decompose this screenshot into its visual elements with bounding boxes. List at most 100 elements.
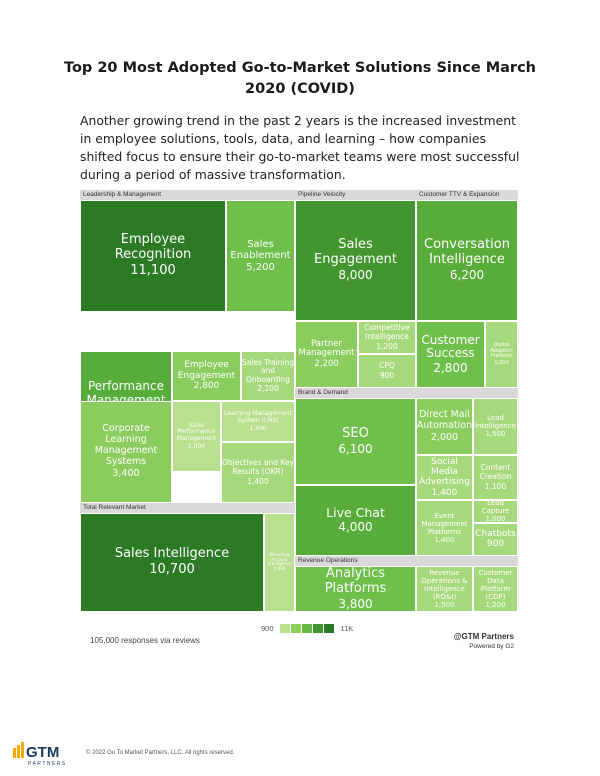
tile-name: Digital Adoption Platform xyxy=(490,341,513,360)
logo-bar-icon xyxy=(13,748,16,758)
tile-name: Marketing Account Intelligence xyxy=(267,552,292,567)
tile-name: Lead Capture xyxy=(481,500,510,516)
tile-value: 3,400 xyxy=(112,468,140,480)
treemap-tile[interactable]: Learning Management System (LMS) 1,500 xyxy=(221,401,295,442)
copyright: © 2022 Go To Market Partners, LLC. All r… xyxy=(86,750,235,756)
tile-value: 2,200 xyxy=(257,384,279,394)
tile-value: 1,500 xyxy=(434,600,455,609)
tile-name: Objectives and Key Results (OKR) xyxy=(222,458,294,476)
legend-max-label: 11K xyxy=(340,623,354,633)
tile-name: Content Creation xyxy=(479,463,512,481)
responses-footnote: 105,000 responses via reviews xyxy=(90,636,200,645)
tile-value: 1,300 xyxy=(494,360,509,367)
tile-value: 2,000 xyxy=(430,431,459,443)
tile-value: 1,000 xyxy=(485,515,506,523)
gtm-partners-logo: GTM PARTNERS xyxy=(13,742,67,767)
tile-name: Sales Engagement xyxy=(314,237,397,268)
tile-name: Event Management Platforms xyxy=(421,511,468,536)
tile-name: Sales Performance Management xyxy=(176,421,217,443)
tile-value: 1,200 xyxy=(376,341,398,351)
tile-name: Direct Mail Automation xyxy=(416,408,473,431)
tile-name: Analytics Platforms xyxy=(324,566,387,596)
powered-by-g2: Powered by G2 xyxy=(469,643,514,650)
treemap-tile[interactable]: Digital Adoption Platform 1,300 xyxy=(485,321,518,388)
treemap-tile[interactable]: Content Creation 1,100 xyxy=(473,455,518,500)
treemap-tile[interactable]: Employee Engagement 2,800 xyxy=(172,351,241,401)
tile-value: 1,200 xyxy=(485,600,506,609)
treemap-tile[interactable]: Corporate Learning Management Systems 3,4… xyxy=(80,401,172,503)
treemap-tile[interactable]: Social Media Advertising 1,400 xyxy=(416,455,473,500)
logo-text: GTM xyxy=(26,744,59,761)
tile-value: 1,400 xyxy=(431,487,458,498)
tile-value: 900 xyxy=(379,370,395,380)
tile-name: Lead Intelligence xyxy=(475,414,516,431)
treemap-tile[interactable]: Direct Mail Automation 2,000 xyxy=(416,398,473,455)
tile-name: SEO xyxy=(342,425,369,441)
tile-value: 2,800 xyxy=(433,361,468,376)
treemap-tile[interactable]: Competitive Intelligence 1,200 xyxy=(358,321,416,354)
category-header: Leadership & Management xyxy=(80,190,295,200)
logo-subtext: PARTNERS xyxy=(28,761,67,767)
treemap-chart: Leadership & Management Employee Recognit… xyxy=(80,190,518,612)
treemap-tile[interactable]: Sales Training and Onboarding 2,200 xyxy=(241,351,295,401)
tile-name: Partner Management xyxy=(298,338,355,359)
treemap-tile[interactable]: Partner Management 2,200 xyxy=(295,321,358,388)
treemap-tile[interactable]: Lead Intelligence 1,500 xyxy=(473,398,518,455)
tile-value: 6,200 xyxy=(449,268,485,283)
category-header: Brand & Demand xyxy=(295,388,518,398)
tile-value: 8,000 xyxy=(338,268,373,283)
tile-value: 6,100 xyxy=(338,441,373,456)
tile-name: Customer Success xyxy=(421,332,480,361)
tile-name: Customer Data Platform (CDP) xyxy=(478,568,513,601)
tile-value: 1,500 xyxy=(249,424,267,432)
treemap-tile[interactable]: Conversation Intelligence 6,200 xyxy=(416,200,518,321)
treemap-tile[interactable]: Analytics Platforms 3,800 xyxy=(295,566,416,612)
tile-value: 3,800 xyxy=(338,596,373,611)
tile-name: Conversation Intelligence xyxy=(424,237,510,268)
tile-value: 1,400 xyxy=(273,565,286,571)
treemap-tile[interactable]: Employee Recognition 11,100 xyxy=(80,200,226,312)
legend-swatch xyxy=(301,623,312,633)
legend-swatches xyxy=(279,623,335,633)
tile-name: Employee Engagement xyxy=(177,360,236,381)
treemap-tile[interactable]: Sales Enablement 5,200 xyxy=(226,200,295,312)
tile-name: Sales Intelligence xyxy=(114,546,230,562)
tile-value: 1,500 xyxy=(485,430,506,439)
tile-value: 2,200 xyxy=(314,359,339,370)
treemap-tile[interactable]: Customer Data Platform (CDP) 1,200 xyxy=(473,566,518,612)
treemap-tile[interactable]: Customer Success 2,800 xyxy=(416,321,485,388)
legend-min-label: 900 xyxy=(261,623,274,633)
tile-value: 2,000 xyxy=(187,443,206,451)
tile-value: 1,400 xyxy=(247,476,269,486)
treemap-tile[interactable]: CPQ 900 xyxy=(358,354,416,388)
treemap-tile[interactable]: Event Management Platforms 1,400 xyxy=(416,500,473,556)
treemap-tile[interactable]: Sales Intelligence 10,700 xyxy=(80,513,264,612)
tile-name: Live Chat xyxy=(326,505,385,521)
treemap-tile[interactable]: Live Chat 4,000 xyxy=(295,485,416,556)
treemap-tile[interactable]: Sales Engagement 8,000 xyxy=(295,200,416,321)
tile-value: 11,100 xyxy=(130,263,176,279)
treemap-tile[interactable]: Chatbots 900 xyxy=(473,523,518,556)
treemap-tile[interactable]: SEO 6,100 xyxy=(295,398,416,485)
legend-swatch xyxy=(312,623,323,633)
treemap-tile[interactable]: Revenue Operations & Intelligence (RO&I)… xyxy=(416,566,473,612)
tile-name: CPQ xyxy=(379,361,395,371)
tile-value: 4,000 xyxy=(338,520,373,535)
tile-value: 5,200 xyxy=(246,261,275,273)
tile-value: 10,700 xyxy=(149,562,195,578)
treemap-tile[interactable]: Lead Capture 1,000 xyxy=(473,500,518,523)
tile-name: Competitive Intelligence xyxy=(364,323,410,341)
legend-swatch xyxy=(323,623,334,633)
color-legend: 900 11K xyxy=(255,623,359,633)
tile-name: Corporate Learning Management Systems xyxy=(94,423,158,468)
tile-value: 1,400 xyxy=(434,535,455,544)
category-header: Revenue Operations xyxy=(295,556,518,566)
page-title: Top 20 Most Adopted Go-to-Market Solutio… xyxy=(63,60,536,97)
treemap-tile[interactable]: Sales Performance Management 2,000 xyxy=(172,401,221,472)
treemap-tile[interactable]: Marketing Account Intelligence 1,400 xyxy=(264,513,295,612)
treemap-tile[interactable]: Objectives and Key Results (OKR) 1,400 xyxy=(221,442,295,503)
tile-name: Sales Enablement xyxy=(230,238,291,262)
tile-value: 2,800 xyxy=(193,380,220,391)
legend-swatch xyxy=(290,623,301,633)
category-header: Total Relevant Market xyxy=(80,503,295,513)
